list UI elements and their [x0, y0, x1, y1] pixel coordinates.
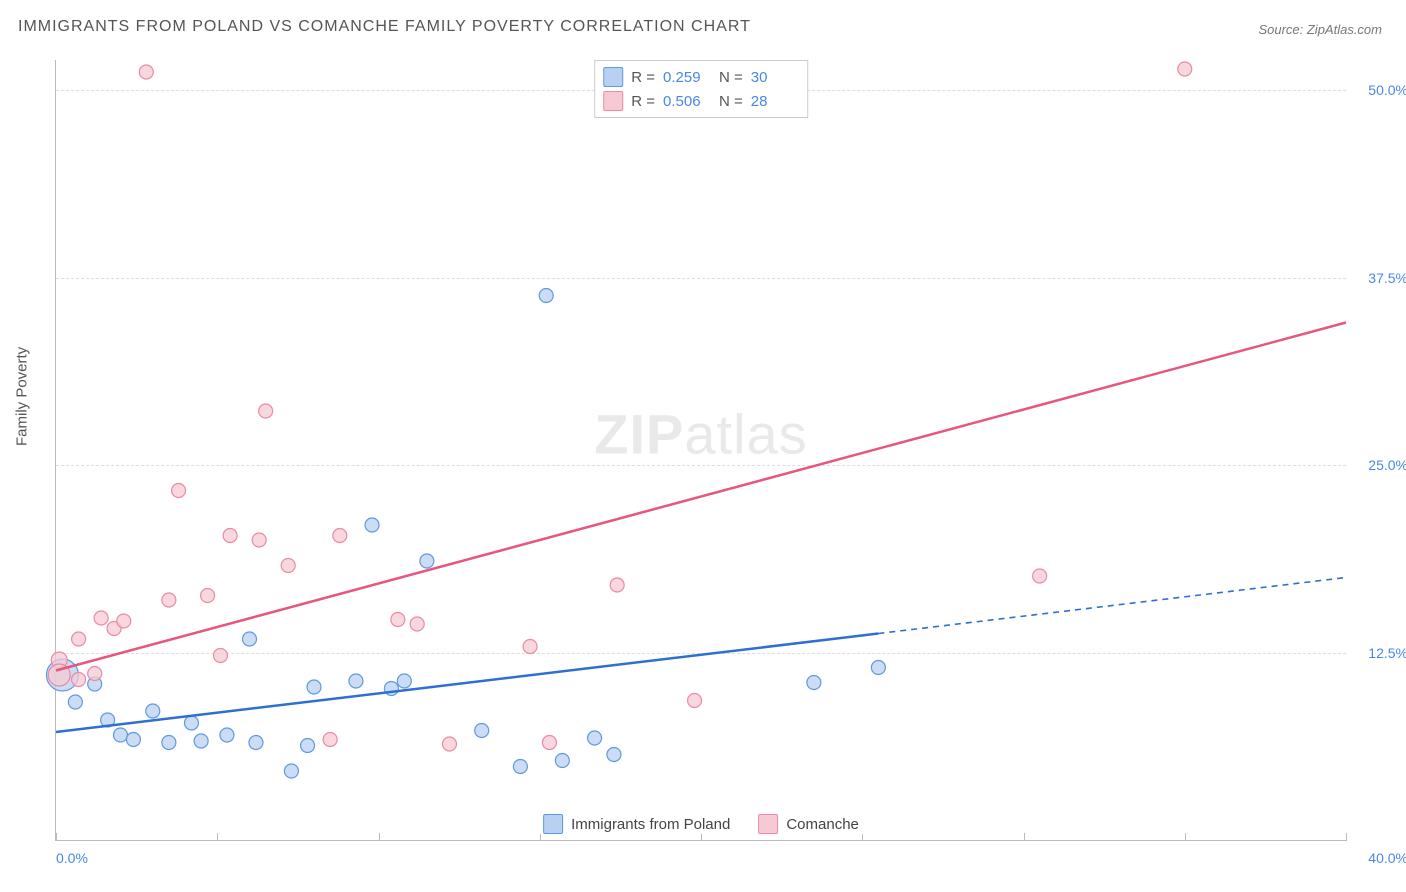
scatter-point — [117, 614, 131, 628]
scatter-point — [365, 518, 379, 532]
scatter-point — [807, 676, 821, 690]
legend-n-key-1: N = — [719, 93, 743, 110]
scatter-point — [475, 724, 489, 738]
scatter-point — [588, 731, 602, 745]
scatter-point — [610, 578, 624, 592]
scatter-point — [539, 289, 553, 303]
scatter-point — [349, 674, 363, 688]
y-axis-label: Family Poverty — [14, 347, 31, 446]
scatter-point — [243, 632, 257, 646]
legend-r-key-0: R = — [631, 69, 655, 86]
scatter-point — [542, 736, 556, 750]
scatter-point — [88, 667, 102, 681]
scatter-point — [1033, 569, 1047, 583]
scatter-point — [249, 736, 263, 750]
chart-svg — [56, 60, 1346, 840]
scatter-point — [68, 695, 82, 709]
scatter-point — [871, 661, 885, 675]
scatter-point — [220, 728, 234, 742]
x-axis-min-label: 0.0% — [56, 850, 88, 866]
legend-n-key-0: N = — [719, 69, 743, 86]
scatter-point — [281, 559, 295, 573]
scatter-point — [397, 674, 411, 688]
scatter-point — [513, 760, 527, 774]
scatter-point — [184, 716, 198, 730]
legend-row-series-0: R = 0.259 N = 30 — [603, 65, 799, 89]
legend-bottom-label-0: Immigrants from Poland — [571, 816, 730, 833]
scatter-point — [252, 533, 266, 547]
y-tick-label: 37.5% — [1368, 270, 1406, 286]
x-axis-max-label: 40.0% — [1368, 850, 1406, 866]
legend-n-val-0: 30 — [751, 69, 799, 86]
y-tick-label: 25.0% — [1368, 457, 1406, 473]
scatter-point — [114, 728, 128, 742]
scatter-point — [213, 649, 227, 663]
trend-line-extrapolated — [878, 578, 1346, 634]
source-prefix: Source: — [1258, 22, 1306, 37]
scatter-point — [307, 680, 321, 694]
trend-line — [56, 634, 878, 732]
x-tick — [1346, 833, 1347, 841]
legend-r-key-1: R = — [631, 93, 655, 110]
correlation-legend: R = 0.259 N = 30 R = 0.506 N = 28 — [594, 60, 808, 118]
scatter-point — [201, 589, 215, 603]
scatter-point — [223, 529, 237, 543]
trend-line — [56, 323, 1346, 671]
scatter-point — [442, 737, 456, 751]
legend-bottom-swatch-1 — [758, 814, 778, 834]
scatter-point — [301, 739, 315, 753]
scatter-point — [72, 673, 86, 687]
scatter-point — [146, 704, 160, 718]
scatter-point — [420, 554, 434, 568]
scatter-point — [1178, 62, 1192, 76]
chart-title: IMMIGRANTS FROM POLAND VS COMANCHE FAMIL… — [18, 18, 751, 36]
scatter-point — [391, 613, 405, 627]
legend-bottom-swatch-0 — [543, 814, 563, 834]
scatter-point — [523, 640, 537, 654]
scatter-point — [555, 754, 569, 768]
legend-n-val-1: 28 — [751, 93, 799, 110]
scatter-point — [194, 734, 208, 748]
scatter-point — [607, 748, 621, 762]
legend-row-series-1: R = 0.506 N = 28 — [603, 89, 799, 113]
legend-item-1: Comanche — [758, 814, 859, 834]
legend-item-0: Immigrants from Poland — [543, 814, 730, 834]
plot-area: ZIPatlas 12.5%25.0%37.5%50.0% 0.0% 40.0%… — [55, 60, 1346, 841]
legend-swatch-1 — [603, 91, 623, 111]
legend-r-val-1: 0.506 — [663, 93, 711, 110]
scatter-point — [94, 611, 108, 625]
legend-swatch-0 — [603, 67, 623, 87]
scatter-point — [72, 632, 86, 646]
source-attribution: Source: ZipAtlas.com — [1258, 22, 1382, 37]
scatter-point — [139, 65, 153, 79]
scatter-point — [410, 617, 424, 631]
legend-bottom-label-1: Comanche — [786, 816, 859, 833]
y-tick-label: 12.5% — [1368, 645, 1406, 661]
scatter-point — [688, 694, 702, 708]
scatter-point — [162, 593, 176, 607]
scatter-point — [259, 404, 273, 418]
legend-r-val-0: 0.259 — [663, 69, 711, 86]
scatter-point — [284, 764, 298, 778]
series-legend: Immigrants from Poland Comanche — [539, 814, 863, 834]
scatter-point — [323, 733, 337, 747]
source-link[interactable]: ZipAtlas.com — [1307, 22, 1382, 37]
scatter-point — [172, 484, 186, 498]
y-tick-label: 50.0% — [1368, 82, 1406, 98]
scatter-point — [126, 733, 140, 747]
scatter-point — [333, 529, 347, 543]
scatter-point — [162, 736, 176, 750]
